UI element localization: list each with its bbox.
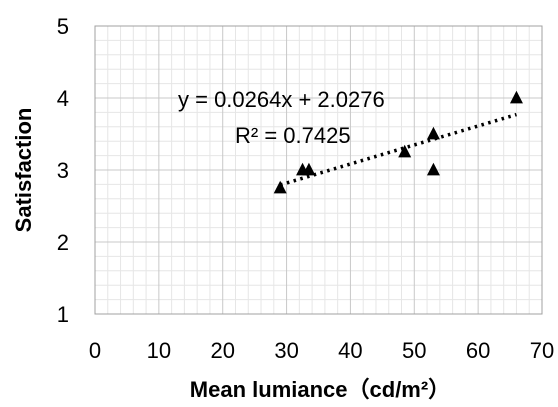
- y-tick-label: 5: [57, 14, 69, 39]
- plot-border: [94, 25, 543, 315]
- data-point: [426, 162, 440, 176]
- data-point: [273, 180, 287, 194]
- y-axis-title: Satisfaction: [11, 108, 36, 233]
- y-tick-label: 3: [57, 158, 69, 183]
- y-tick-label: 1: [57, 302, 69, 327]
- trendline: [279, 112, 517, 187]
- data-point: [426, 126, 440, 140]
- x-tick-label: 0: [89, 338, 101, 363]
- x-tick-label: 40: [338, 338, 362, 363]
- y-tick-labels: 1 2 3 4 5: [57, 14, 69, 327]
- x-tick-label: 20: [210, 338, 234, 363]
- x-tick-label: 30: [274, 338, 298, 363]
- data-point: [398, 144, 412, 158]
- x-tick-labels: 0 10 20 30 40 50 60 70: [89, 338, 554, 363]
- x-tick-label: 10: [147, 338, 171, 363]
- data-point: [509, 90, 523, 104]
- x-tick-label: 70: [530, 338, 554, 363]
- x-tick-label: 60: [466, 338, 490, 363]
- trendline-equation: y = 0.0264x + 2.0276: [178, 87, 385, 112]
- data-point: [302, 162, 316, 176]
- r-squared-label: R² = 0.7425: [235, 123, 351, 148]
- y-tick-label: 2: [57, 230, 69, 255]
- x-axis-title: Mean lumiance（cd/m²）: [190, 377, 450, 402]
- x-tick-label: 50: [402, 338, 426, 363]
- y-tick-label: 4: [57, 86, 69, 111]
- data-points: [273, 90, 523, 194]
